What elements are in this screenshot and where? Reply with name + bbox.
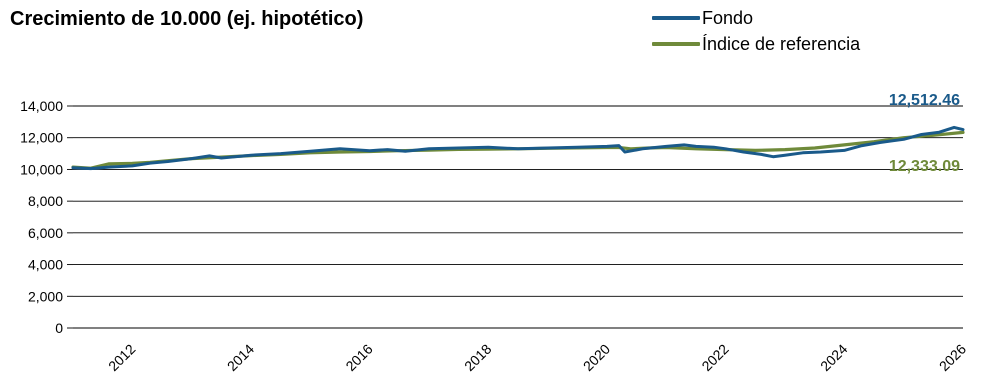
x-tick-label: 2012 [105, 341, 138, 374]
y-tick-label: 14,000 [20, 98, 63, 114]
x-tick-label: 2018 [461, 341, 494, 374]
x-tick-label: 2026 [936, 341, 969, 374]
legend-label-fondo: Fondo [702, 7, 754, 28]
gridlines [73, 105, 963, 329]
y-tick-label: 0 [55, 320, 63, 336]
series-lines [71, 125, 965, 171]
legend-swatch-indice [652, 42, 700, 46]
end-labels: 12,512.46 12,333.09 [889, 92, 960, 175]
chart-title: Crecimiento de 10.000 (ej. hipotético) [10, 8, 364, 30]
legend-label-indice: Índice de referencia [702, 33, 861, 54]
y-tick-label: 10,000 [20, 161, 63, 177]
end-label-fondo: 12,512.46 [889, 92, 960, 109]
legend-item-indice: Índice de referencia [652, 31, 860, 57]
end-label-indice: 12,333.09 [889, 158, 960, 175]
legend-item-fondo: Fondo [652, 5, 860, 31]
y-tick-label: 12,000 [20, 130, 63, 146]
series-line-fondo [71, 125, 965, 171]
x-tick-label: 2024 [817, 341, 850, 374]
x-tick-label: 2020 [580, 341, 613, 374]
y-axis: 0 2,000 4,000 6,000 8,000 10,000 12,000 14,000 [20, 98, 73, 336]
legend-swatch-fondo [652, 16, 700, 20]
x-tick-label: 2016 [342, 341, 375, 374]
y-tick-label: 8,000 [28, 193, 63, 209]
x-tick-label: 2014 [224, 341, 257, 374]
x-tick-label: 2022 [698, 341, 731, 374]
y-tick-label: 6,000 [28, 225, 63, 241]
y-tick-label: 4,000 [28, 257, 63, 273]
x-axis: 2012 2014 2016 2018 2020 2022 2024 2026 [105, 341, 969, 374]
chart-legend: Fondo Índice de referencia [652, 5, 860, 57]
y-tick-label: 2,000 [28, 288, 63, 304]
